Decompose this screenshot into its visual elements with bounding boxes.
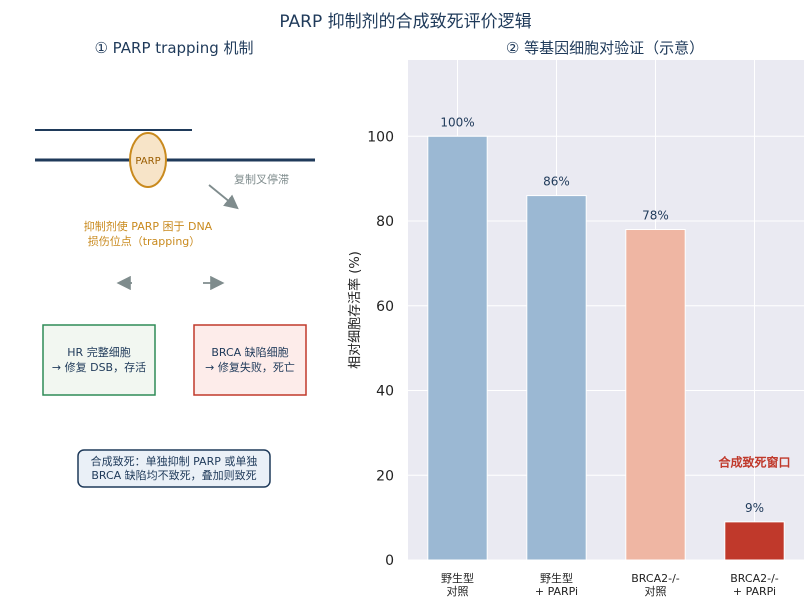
fork-stall-label: 复制叉停滞 [234,172,289,186]
bar-value-label: 78% [642,208,669,222]
x-tick-label: 对照 [645,584,667,598]
fork-stall-arrow [208,184,239,210]
x-tick-label: BRCA2-/- [730,572,779,585]
y-tick-label: 0 [385,553,394,569]
summary-line2: BRCA 缺陷均不致死，叠加则致死 [91,468,256,482]
trapping-text-line2: 损伤位点（trapping） [88,234,201,248]
synthetic-lethality-summary-box [77,449,271,488]
bar-value-label: 9% [745,501,764,515]
y-tick-label: 40 [376,384,394,400]
brca-box-line2: → 修复失败，死亡 [205,360,295,374]
bar [427,135,488,561]
bar [625,228,686,561]
brca-deficient-box [193,324,307,396]
parp-protein [129,132,167,188]
bars [427,135,785,561]
y-tick-label: 100 [367,129,394,145]
right-panel-title: ② 等基因细胞对验证（示意） [505,39,705,57]
page-title: PARP 抑制剂的合成致死评价逻辑 [279,12,532,32]
hr-box-line2: → 修复 DSB，存活 [52,360,146,374]
bar [526,195,587,561]
hr-intact-box [42,324,156,396]
y-tick-label: 60 [376,299,394,315]
x-tick-label: + PARPi [733,585,776,598]
synthetic-lethality-window-annotation: 合成致死窗口 [718,455,790,470]
bar-value-label: 100% [440,115,474,129]
left-panel-title: ① PARP trapping 机制 [94,39,254,57]
x-tick-label: BRCA2-/- [631,572,680,585]
x-tick-label: + PARPi [535,585,578,598]
y-tick-label: 20 [376,468,394,484]
trapping-text-line1: 抑制剂使 PARP 困于 DNA [84,219,213,233]
x-tick-label: 野生型 [441,571,474,585]
y-axis-label: 相对细胞存活率 (%) [347,251,363,369]
mechanism-diagram: PARP 复制叉停滞 抑制剂使 PARP 困于 DNA 损伤位点（trappin… [35,129,315,488]
summary-line1: 合成致死：单独抑制 PARP 或单独 [91,454,258,468]
parp-label: PARP [135,156,160,167]
bar-value-label: 86% [543,175,570,189]
hr-box-line1: HR 完整细胞 [67,345,130,359]
y-tick-label: 80 [376,214,394,230]
bar [724,521,785,561]
x-tick-label: 对照 [447,584,469,598]
x-tick-label: 野生型 [540,571,573,585]
brca-box-line1: BRCA 缺陷细胞 [211,345,288,359]
